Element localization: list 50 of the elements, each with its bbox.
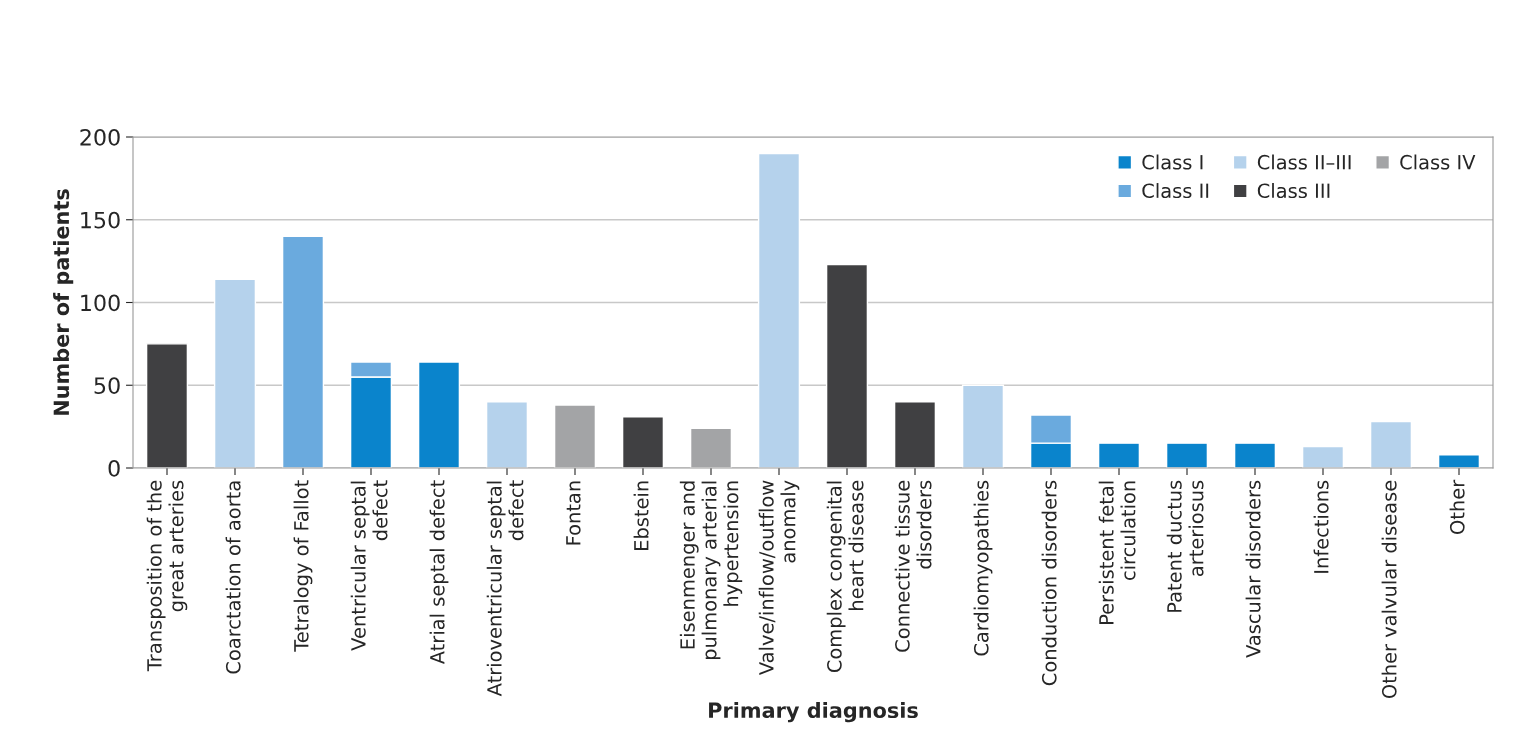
legend-label: Class III	[1257, 183, 1330, 199]
bar	[145, 343, 189, 468]
bar	[893, 401, 937, 468]
y-tick-label: 200	[80, 128, 120, 146]
legend-label: Class IV	[1400, 154, 1476, 170]
y-axis-title: Number of patients	[53, 189, 74, 415]
bar	[1301, 445, 1345, 468]
y-tick-label: 50	[94, 377, 120, 395]
x-tick-label: Vascular disorders	[1245, 480, 1261, 658]
x-axis-title: Primary diagnosis	[709, 701, 918, 723]
x-tick-label: Atrioventricular septal defect	[486, 480, 524, 697]
bar	[757, 152, 801, 468]
x-tick-label: Persistent fetal circulation	[1098, 481, 1136, 624]
x-tick-label: Conduction disorders	[1041, 480, 1057, 686]
x-tick-label: Atrial septal defect	[429, 480, 449, 665]
bar	[1369, 420, 1413, 468]
bar	[281, 235, 325, 468]
bar	[553, 404, 597, 468]
bar	[1097, 442, 1141, 468]
bar	[417, 361, 461, 468]
x-tick-label: Coarctation of aorta	[225, 481, 241, 674]
bar	[1165, 442, 1209, 468]
bar	[825, 263, 869, 468]
x-tick-label: Infections	[1313, 480, 1329, 573]
x-tick-label: Fontan	[566, 481, 581, 545]
y-tick-label: 150	[81, 211, 120, 229]
x-tick-label: Ebstein	[633, 481, 649, 550]
x-tick-label: Eisenmenger and pulmonary arterial hypertension	[679, 481, 743, 660]
bar	[961, 384, 1005, 468]
legend-label: Class I	[1142, 154, 1203, 170]
x-tick-label: Complex congenital heart disease	[826, 480, 864, 673]
y-tick-label: 0	[108, 459, 120, 477]
legend-label: Class II	[1142, 183, 1209, 199]
legend-label: Class II–III	[1257, 154, 1351, 170]
bar	[213, 278, 257, 468]
x-tick-label: Cardiomyopathies	[973, 480, 993, 656]
x-tick-label: Ventricular septal defect	[350, 480, 388, 651]
bar	[1437, 454, 1481, 468]
x-tick-label: Other	[1449, 479, 1465, 534]
x-tick-label: Connective tissue disorders	[894, 480, 932, 652]
x-tick-label: Other valvular disease	[1381, 480, 1397, 699]
y-tick-label: 100	[81, 294, 120, 312]
x-tick-label: Valve/inflow/outflow anomaly	[758, 480, 800, 675]
bar	[485, 401, 529, 468]
bar	[1233, 442, 1277, 468]
x-tick-label: Patent ductus arteriosus	[1166, 480, 1204, 612]
x-tick-label: Tetralogy of Fallot	[293, 480, 313, 652]
bar	[689, 427, 733, 468]
x-tick-label: Transposition of the great arteries	[146, 480, 188, 672]
bar	[621, 415, 665, 468]
